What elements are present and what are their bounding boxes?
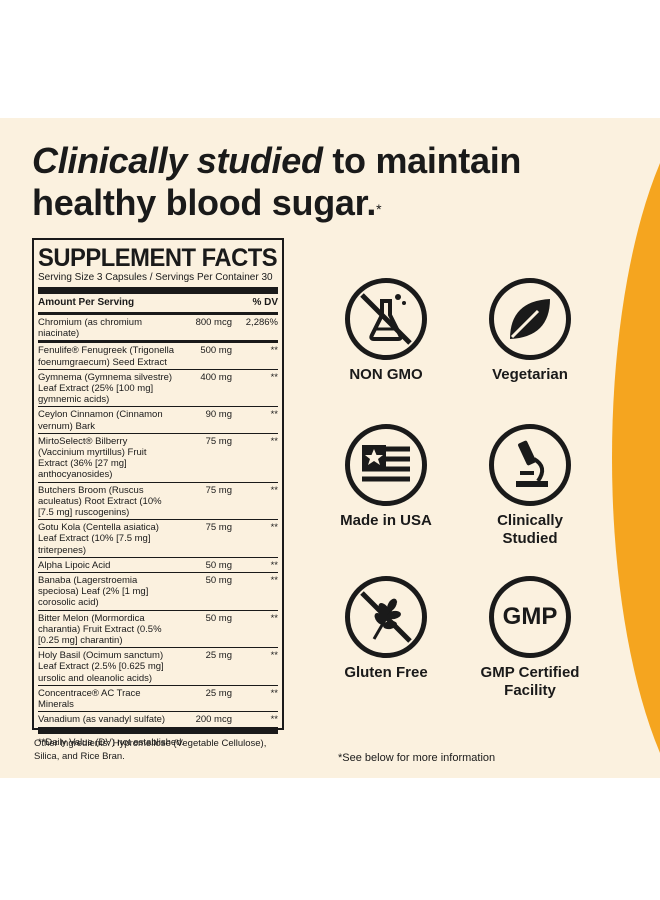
nutrient-amount: 75 mg (205, 484, 232, 496)
nutrient-dv: ** (270, 371, 278, 383)
facts-title: SUPPLEMENT FACTS (38, 244, 278, 272)
non-gmo-icon (345, 278, 427, 360)
table-row: Concentrace® AC Trace Minerals 25 mg ** (38, 686, 278, 713)
microscope-icon (489, 424, 571, 506)
table-row: Gotu Kola (Centella asiatica) Leaf Extra… (38, 520, 278, 558)
nutrient-dv: ** (270, 559, 278, 571)
headline-rest: to maintain healthy blood sugar. (32, 140, 522, 223)
supplement-facts-table: SUPPLEMENT FACTS Serving Size 3 Capsules… (32, 238, 284, 748)
amount-header: Amount Per Serving (38, 297, 135, 308)
nutrient-amount: 25 mg (205, 650, 232, 662)
gmp-icon: GMP (489, 576, 571, 658)
usa-label: Made in USA (340, 512, 432, 529)
non-gmo-label: NON GMO (349, 366, 423, 383)
nutrient-name: Concentrace® AC Trace Minerals (38, 687, 141, 711)
badge-clinically-studied: Clinically Studied (474, 424, 586, 548)
headline: Clinically studied to maintain healthy b… (32, 140, 612, 224)
nutrient-name: Holy Basil (Ocimum sanctum) Leaf Extract… (38, 650, 164, 684)
badge-vegetarian: Vegetarian (474, 278, 586, 384)
nutrient-name: Butchers Broom (Ruscus aculeatus) Root E… (38, 484, 162, 519)
wheat-crossed-icon (345, 576, 427, 658)
nutrient-name: Ceylon Cinnamon (Cinnamon vernum) Bark (38, 409, 163, 432)
nutrient-amount: 500 mg (200, 345, 232, 357)
nutrient-dv: ** (270, 522, 278, 534)
nutrient-dv: ** (270, 484, 278, 496)
nutrient-amount: 400 mg (200, 371, 232, 383)
nutrient-name: Vanadium (as vanadyl sulfate) (38, 714, 166, 726)
nutrient-name: Alpha Lipoic Acid (38, 559, 111, 571)
table-row: Vanadium (as vanadyl sulfate) 200 mcg ** (38, 712, 278, 734)
badge-gmp: GMP GMP Certified Facility (474, 576, 586, 700)
nutrient-amount: 200 mcg (195, 714, 232, 726)
table-row: Gymnema (Gymnema silvestre) Leaf Extract… (38, 370, 278, 408)
nutrient-amount: 25 mg (205, 687, 232, 699)
clinically-label: Clinically Studied (497, 512, 563, 547)
table-row: Ceylon Cinnamon (Cinnamon vernum) Bark 90… (38, 407, 278, 434)
nutrient-name: MirtoSelect® Bilberry (Vaccinium myrtill… (38, 435, 147, 481)
nutrient-amount: 75 mg (205, 435, 232, 447)
badge-non-gmo: NON GMO (330, 278, 442, 384)
usa-flag-icon (345, 424, 427, 506)
table-row: Alpha Lipoic Acid 50 mg ** (38, 558, 278, 574)
other-ingredients: Other Ingredients: Hypromellose (Vegetab… (34, 738, 267, 762)
table-row: Fenulife® Fenugreek (Trigonella foenumgr… (38, 343, 278, 370)
headline-italic: Clinically studied (32, 140, 323, 181)
nutrient-amount: 50 mg (205, 559, 232, 571)
nutrient-name: Bitter Melon (Mormordica charantia) Frui… (38, 612, 162, 647)
table-row: Chromium (as chromium niacinate) 800 mcg 2… (38, 315, 278, 344)
nutrient-name: Fenulife® Fenugreek (Trigonella foenumgr… (38, 345, 175, 368)
dv-header: % DV (252, 297, 278, 308)
nutrient-amount: 90 mg (205, 409, 232, 421)
facts-rows: Chromium (as chromium niacinate) 800 mcg 2… (38, 315, 278, 734)
badge-made-in-usa: Made in USA (330, 424, 442, 530)
nutrient-amount: 75 mg (205, 522, 232, 534)
table-row: Banaba (Lagerstroemia speciosa) Leaf (2%… (38, 573, 278, 611)
gmp-icon-text: GMP (502, 603, 558, 630)
leaf-icon (489, 278, 571, 360)
nutrient-amount: 50 mg (205, 612, 232, 624)
accent-arc (612, 118, 660, 778)
nutrient-dv: ** (270, 345, 278, 357)
badge-gluten-free: Gluten Free (330, 576, 442, 682)
facts-footnote: **Daily Value (DV) not established. (38, 736, 185, 748)
nutrient-name: Gymnema (Gymnema silvestre) Leaf Extract… (38, 371, 173, 406)
nutrient-name: Chromium (as chromium niacinate) (38, 317, 142, 340)
nutrient-amount: 50 mg (205, 575, 232, 587)
table-row: Butchers Broom (Ruscus aculeatus) Root E… (38, 483, 278, 521)
nutrient-dv: ** (270, 714, 278, 726)
product-panel: Clinically studied to maintain healthy b… (0, 118, 660, 778)
vegetarian-label: Vegetarian (492, 366, 568, 383)
nutrient-dv: ** (270, 435, 278, 447)
nutrient-dv: ** (270, 687, 278, 699)
nutrient-dv: ** (270, 650, 278, 662)
table-row: MirtoSelect® Bilberry (Vaccinium myrtill… (38, 434, 278, 483)
facts-header: Amount Per Serving % DV (38, 294, 278, 315)
nutrient-dv: ** (270, 409, 278, 421)
gluten-label: Gluten Free (344, 664, 428, 681)
nutrient-amount: 800 mcg (195, 317, 232, 328)
nutrient-dv: ** (270, 575, 278, 587)
see-below-note: *See below for more information (338, 752, 496, 764)
serving-info: Serving Size 3 Capsules / Servings Per C… (38, 272, 278, 294)
headline-mark: * (376, 201, 382, 217)
table-row: Holy Basil (Ocimum sanctum) Leaf Extract… (38, 648, 278, 686)
nutrient-name: Gotu Kola (Centella asiatica) Leaf Extra… (38, 522, 159, 556)
table-row: Bitter Melon (Mormordica charantia) Frui… (38, 611, 278, 649)
nutrient-dv: 2,286% (245, 317, 278, 328)
nutrient-dv: ** (270, 612, 278, 624)
gmp-label: GMP Certified Facility (480, 664, 580, 699)
nutrient-name: Banaba (Lagerstroemia speciosa) Leaf (2%… (38, 575, 149, 609)
